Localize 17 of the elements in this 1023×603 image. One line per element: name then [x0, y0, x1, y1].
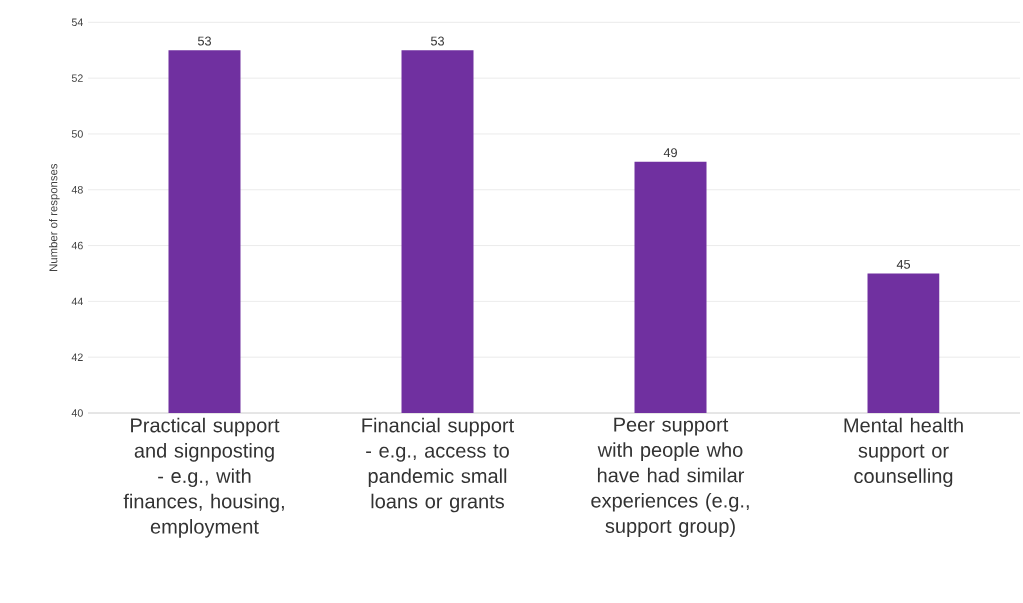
data-label: 53: [430, 36, 444, 46]
y-tick-label: 46: [71, 241, 83, 250]
y-tick-label: 44: [71, 297, 83, 306]
data-label: 45: [896, 259, 911, 269]
y-tick-label: 54: [71, 18, 83, 27]
data-label: 53: [197, 36, 211, 46]
data-label: 49: [663, 148, 677, 158]
y-axis-title: Number of responses: [49, 163, 60, 271]
x-tick-label: Practical support and signposting - e.g., with finances, housing, employment: [123, 417, 284, 538]
y-tick-label: 52: [71, 74, 83, 82]
y-tick-label: 50: [71, 130, 83, 138]
x-tick-label: Mental health support or counselling: [844, 417, 963, 488]
y-tick-label: 48: [71, 185, 83, 194]
y-tick-label: 42: [71, 353, 83, 361]
x-tick-label: Financial support - e.g., access to pandemic small loans or grants: [362, 417, 515, 513]
x-tick-label: Peer support with people who have had similar experiences (e.g., support group): [591, 417, 749, 537]
y-tick-label: 40: [71, 409, 83, 417]
